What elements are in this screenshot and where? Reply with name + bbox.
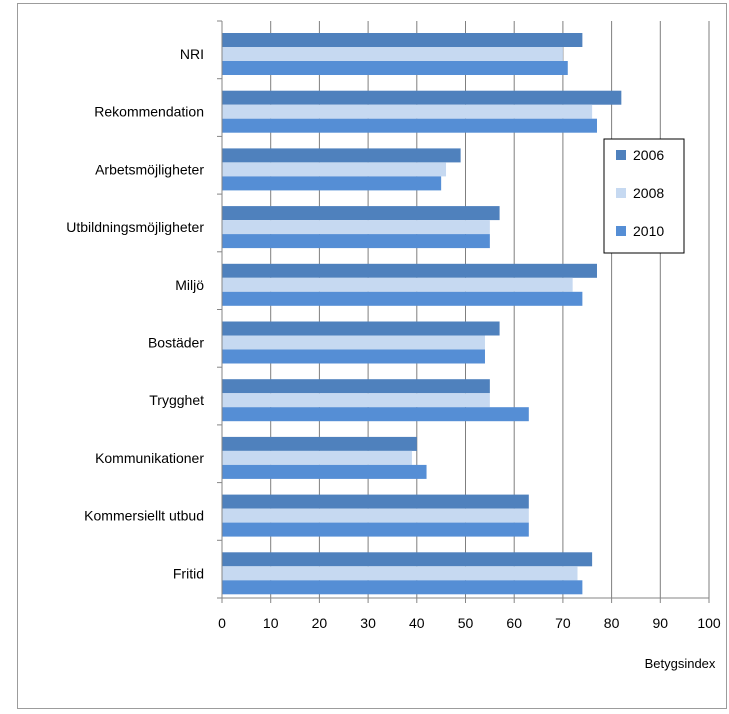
bar-2008-2 [222,162,447,177]
x-tick-label: 20 [312,615,328,631]
bar-2010-9 [222,580,583,595]
bar-2010-4 [222,291,583,306]
bar-2006-2 [222,148,461,163]
category-label: Miljö [175,277,204,293]
bar-2010-0 [222,61,568,75]
x-tick-label: 40 [409,615,425,631]
bar-2006-4 [222,263,597,278]
bar-2006-1 [222,90,622,105]
legend-label-2006: 2006 [633,147,664,163]
legend-label-2008: 2008 [633,185,664,201]
bar-2008-5 [222,335,485,350]
bar-2008-9 [222,566,578,581]
bars [222,33,622,595]
legend-swatch-2008 [616,188,626,198]
category-labels: NRI Rekommendation Arbetsmöjligheter Utbild… [66,46,204,581]
category-label: Utbildningsmöjligheter [66,219,204,235]
x-tick-label: 50 [458,615,474,631]
bar-2010-2 [222,176,442,191]
x-tick-label: 0 [218,615,226,631]
legend-swatch-2006 [616,150,626,160]
bar-2010-6 [222,407,529,422]
category-label: Arbetsmöjligheter [95,161,204,177]
bar-2008-3 [222,220,490,235]
bar-2010-8 [222,522,529,537]
bar-2006-6 [222,379,490,394]
legend-swatch-2010 [616,226,626,236]
x-tick-label: 90 [653,615,669,631]
x-axis-title: Betygsindex [645,656,716,671]
bar-2008-0 [222,47,563,61]
x-tick-label: 100 [697,615,721,631]
bar-2006-9 [222,552,593,567]
legend: 2006 2008 2010 [603,138,685,254]
category-label: Fritid [173,565,204,581]
category-label: Kommersiellt utbud [84,508,204,524]
category-label: Bostäder [148,335,204,351]
category-label: Rekommendation [94,104,204,120]
bar-2006-0 [222,33,583,47]
bar-2008-4 [222,277,573,292]
category-label: NRI [180,46,204,62]
bar-2010-3 [222,234,490,249]
x-tick-label: 60 [506,615,522,631]
x-tick-label: 30 [360,615,376,631]
legend-label-2010: 2010 [633,223,664,239]
bar-2006-8 [222,494,529,509]
bar-2006-7 [222,436,417,451]
tick-labels: 0 10 20 30 40 50 60 70 80 90 100 [218,615,721,631]
axes [217,20,710,603]
bar-2008-6 [222,393,490,408]
bar-2006-5 [222,321,500,336]
x-tick-label: 10 [263,615,279,631]
bar-2006-3 [222,206,500,221]
bar-2010-1 [222,118,597,133]
category-label: Trygghet [149,392,204,408]
x-tick-label: 80 [604,615,620,631]
bar-2010-5 [222,349,485,364]
bar-2008-8 [222,508,529,523]
bar-2010-7 [222,464,427,479]
bar-2008-1 [222,104,593,119]
bar-2008-7 [222,450,412,465]
category-label: Kommunikationer [95,450,204,466]
x-tick-label: 70 [555,615,571,631]
